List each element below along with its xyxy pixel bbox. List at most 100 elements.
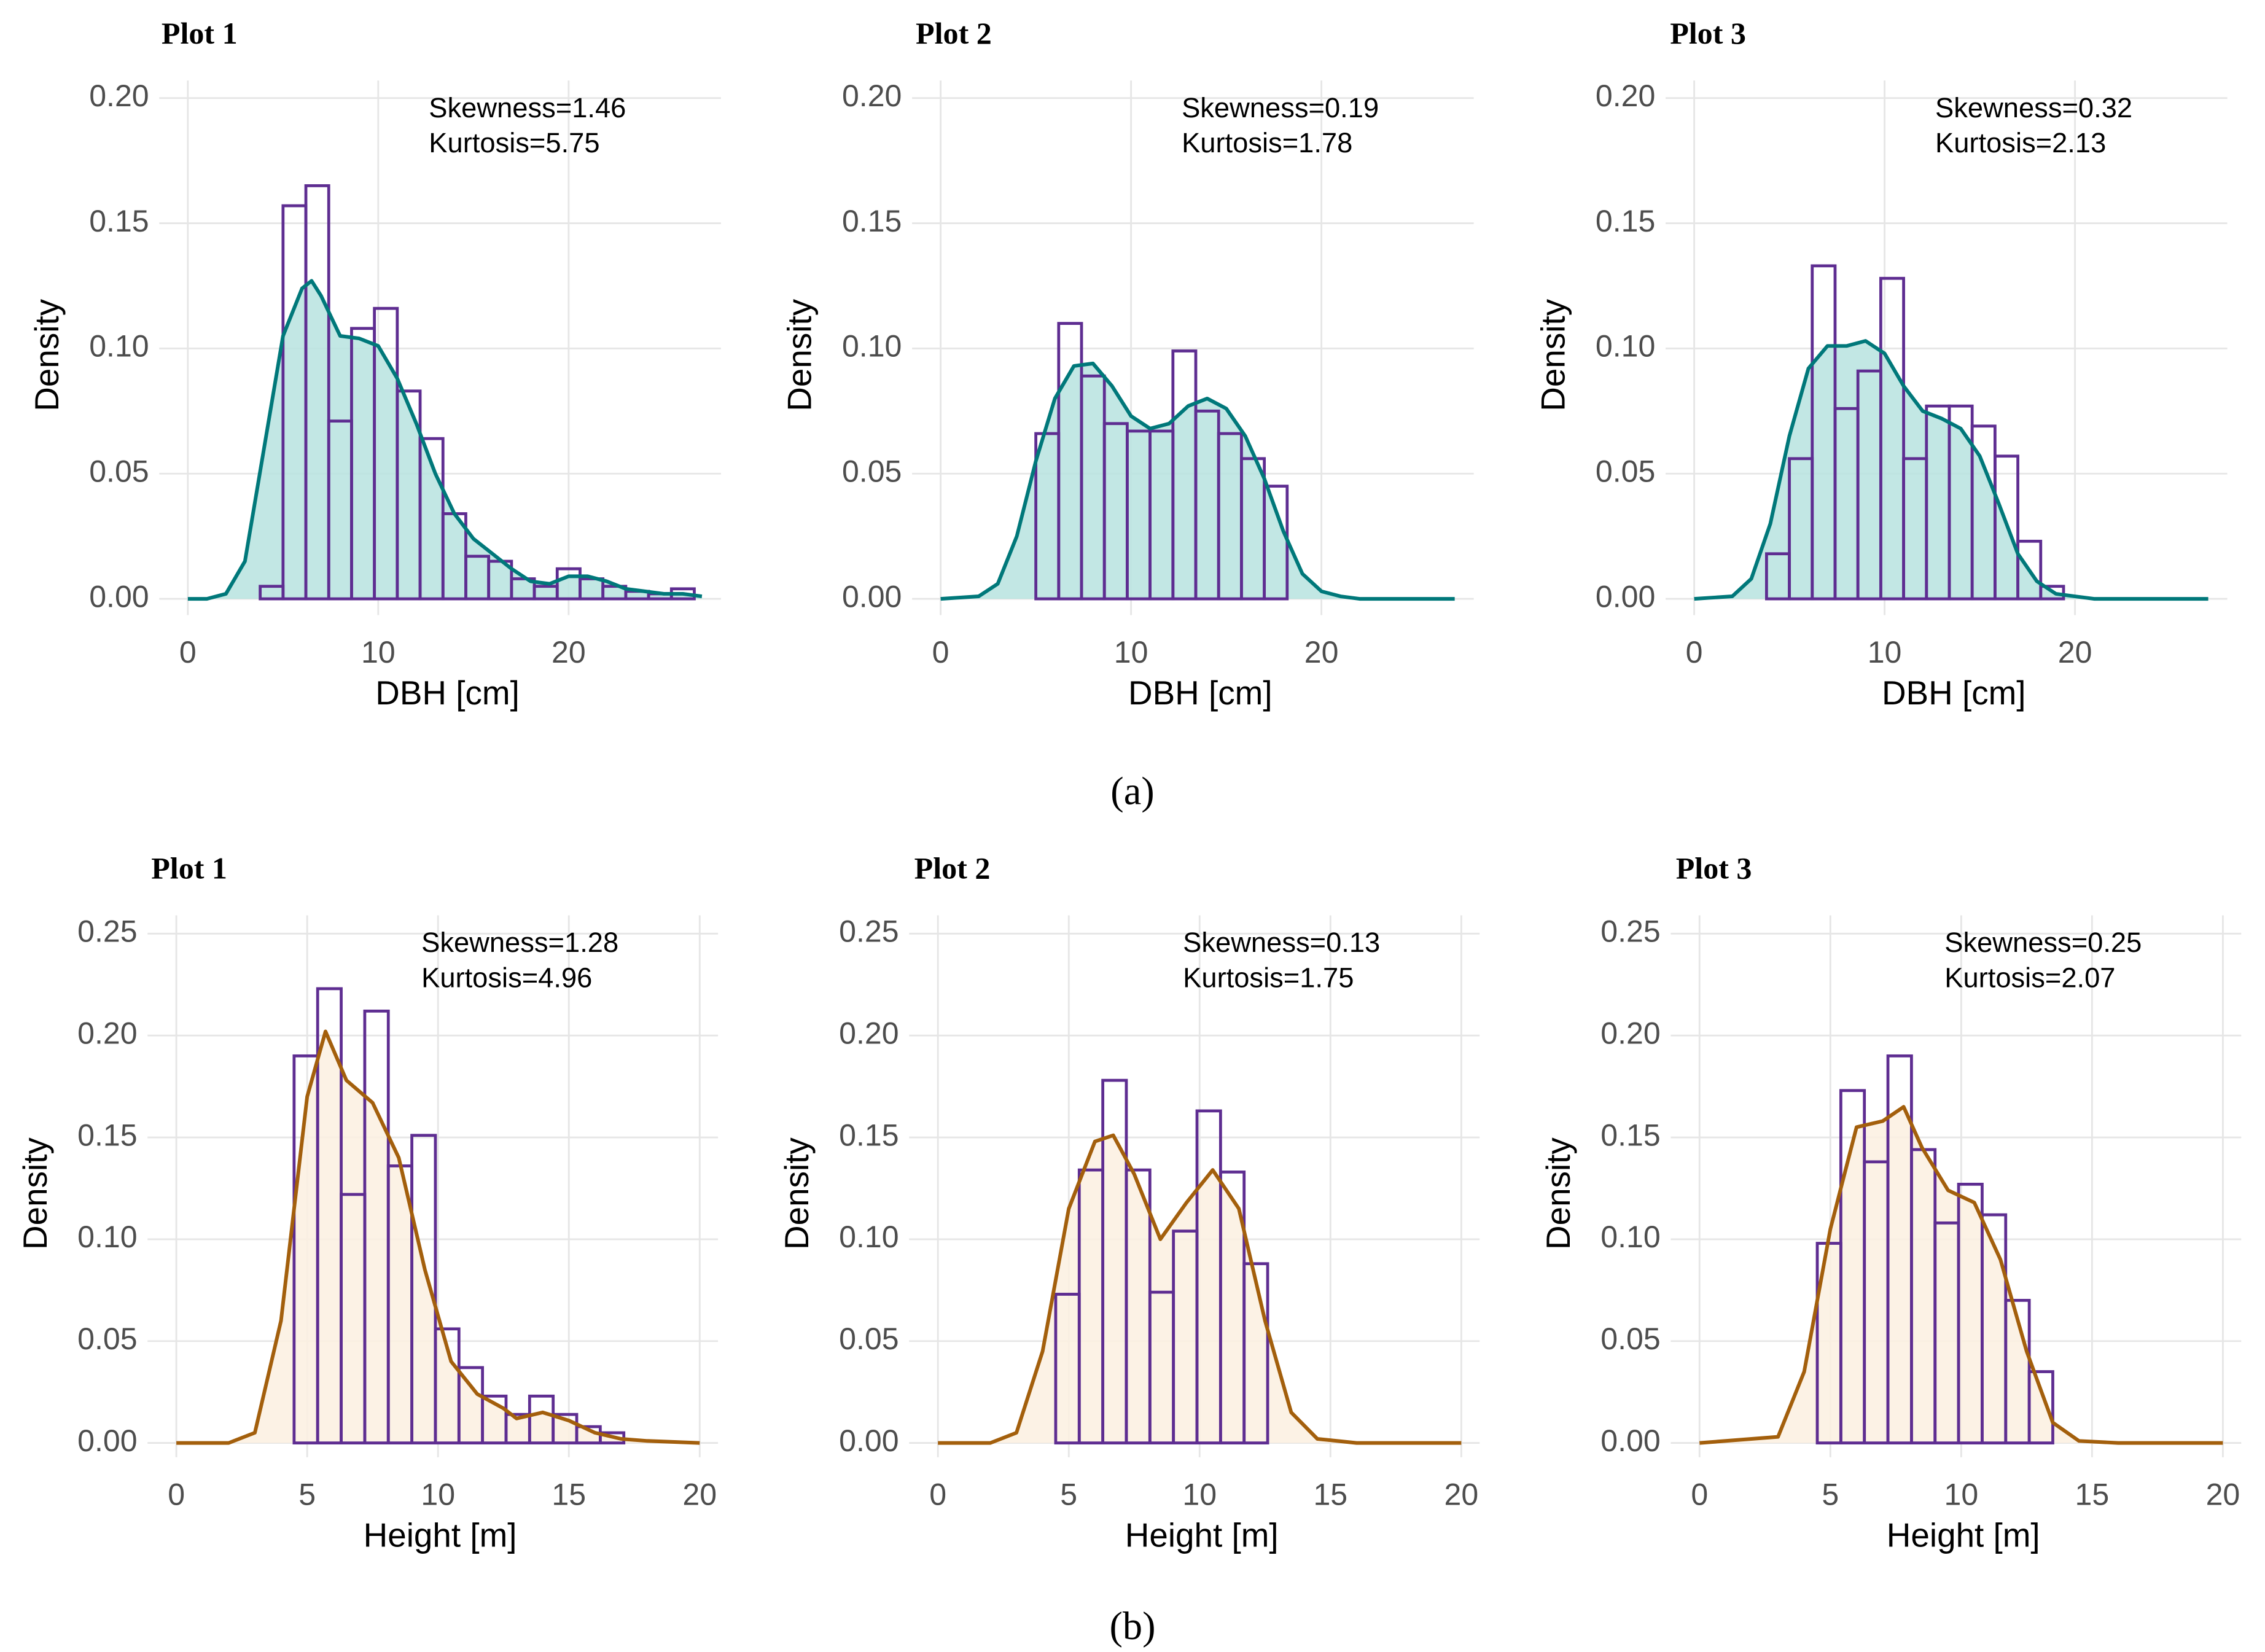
x-tick-label: 0 — [932, 635, 949, 669]
y-tick-label: 0.25 — [77, 914, 137, 949]
annotation: Kurtosis=2.13 — [1935, 127, 2106, 158]
x-tick-label: 10 — [1868, 635, 1902, 669]
panel: Plot 2 0.00 0.05 0.10 0.15 0.20 0.25 0 5 10 15 20 He… — [778, 851, 1480, 1554]
x-tick-label: 10 — [1944, 1477, 1979, 1511]
x-tick-label: 20 — [1304, 635, 1339, 669]
x-tick-label: 10 — [361, 635, 396, 669]
chart-title: Plot 2 — [914, 851, 991, 885]
x-tick-label: 15 — [2075, 1477, 2110, 1511]
y-tick-label: 0.10 — [1600, 1220, 1660, 1254]
chart-title: Plot 1 — [162, 16, 238, 50]
x-tick-label: 5 — [1060, 1477, 1077, 1511]
y-axis-label: Density — [781, 298, 819, 411]
panel: Plot 1 0.00 0.05 0.10 0.15 0.20 0.25 0 5 10 15 20 He… — [16, 851, 719, 1554]
y-tick-label: 0.15 — [839, 1118, 899, 1152]
x-tick-label: 0 — [168, 1477, 185, 1511]
y-tick-label: 0.20 — [1596, 79, 1655, 113]
panel-label: (b) — [1109, 1604, 1155, 1648]
x-tick-label: 15 — [552, 1477, 586, 1511]
x-tick-label: 20 — [552, 635, 586, 669]
x-tick-label: 10 — [1114, 635, 1148, 669]
density-line — [940, 361, 1455, 601]
annotation: Skewness=0.32 — [1935, 92, 2132, 123]
y-tick-label: 0.15 — [77, 1118, 137, 1152]
density-area — [940, 363, 1455, 599]
annotation: Kurtosis=1.75 — [1183, 962, 1354, 993]
x-tick-label: 5 — [1822, 1477, 1839, 1511]
density-area — [176, 1031, 700, 1443]
y-tick-label: 0.05 — [77, 1322, 137, 1356]
annotation: Kurtosis=1.78 — [1182, 127, 1352, 158]
x-tick-label: 0 — [1686, 635, 1703, 669]
histogram-bar — [2039, 585, 2065, 601]
density-line — [176, 1029, 700, 1445]
y-tick-label: 0.15 — [842, 204, 902, 238]
panel: Plot 2 0.00 0.05 0.10 0.15 0.20 0 10 20 DBH [cm] D… — [781, 16, 1474, 712]
x-tick-label: 20 — [682, 1477, 717, 1511]
y-tick-label: 0.10 — [77, 1220, 137, 1254]
x-tick-label: 20 — [2206, 1477, 2240, 1511]
density-line — [1699, 1105, 2223, 1445]
x-tick-label: 0 — [1691, 1477, 1708, 1511]
chart-title: Plot 3 — [1670, 16, 1746, 50]
histogram-bar — [1993, 454, 2019, 601]
y-tick-label: 0.20 — [77, 1016, 137, 1050]
panel-label: (a) — [1110, 770, 1154, 813]
y-tick-label: 0.00 — [1596, 579, 1655, 614]
x-tick-label: 20 — [1444, 1477, 1479, 1511]
density-line — [187, 279, 703, 601]
y-axis-label: Density — [28, 298, 66, 411]
y-tick-label: 0.05 — [1600, 1322, 1660, 1356]
density-area — [1699, 1107, 2223, 1443]
x-tick-label: 0 — [929, 1477, 946, 1511]
chart-title: Plot 2 — [916, 16, 992, 50]
y-tick-label: 0.10 — [839, 1220, 899, 1254]
panel: Plot 1 0.00 0.05 0.10 0.15 0.20 0 10 20 DBH [cm] D… — [28, 16, 721, 712]
annotation: Skewness=0.19 — [1182, 92, 1379, 123]
y-tick-label: 0.05 — [89, 454, 149, 488]
histogram-bar — [1242, 1262, 1269, 1444]
annotation: Skewness=1.46 — [429, 92, 626, 123]
y-tick-label: 0.00 — [89, 579, 149, 614]
annotation: Kurtosis=2.07 — [1944, 962, 2115, 993]
y-tick-label: 0.00 — [839, 1424, 899, 1458]
annotation: Skewness=0.13 — [1183, 927, 1380, 958]
x-axis-label: DBH [cm] — [375, 674, 520, 712]
y-tick-label: 0.25 — [839, 914, 899, 949]
annotation: Kurtosis=4.96 — [421, 962, 592, 993]
y-axis-label: Density — [1534, 298, 1572, 411]
histogram-bar — [2016, 539, 2043, 601]
density-area — [1694, 341, 2208, 599]
y-tick-label: 0.00 — [77, 1424, 137, 1458]
y-tick-label: 0.15 — [89, 204, 149, 238]
x-axis-label: DBH [cm] — [1128, 674, 1273, 712]
histogram-bar — [2027, 1370, 2054, 1444]
x-tick-label: 20 — [2058, 635, 2092, 669]
y-tick-label: 0.10 — [842, 329, 902, 364]
y-tick-label: 0.20 — [839, 1016, 899, 1050]
x-tick-label: 0 — [179, 635, 197, 669]
chart-title: Plot 1 — [151, 851, 227, 885]
y-tick-label: 0.20 — [842, 79, 902, 113]
density-line — [938, 1133, 1462, 1445]
y-tick-label: 0.00 — [1600, 1424, 1660, 1458]
y-axis-label: Density — [1539, 1137, 1577, 1250]
density-line — [1694, 339, 2208, 601]
x-axis-label: Height [m] — [1125, 1516, 1279, 1554]
y-tick-label: 0.05 — [842, 454, 902, 488]
y-tick-label: 0.00 — [842, 579, 902, 614]
panel: Plot 3 0.00 0.05 0.10 0.15 0.20 0.25 0 5 10 15 20 He… — [1539, 851, 2242, 1554]
annotation: Skewness=0.25 — [1944, 927, 2142, 958]
x-tick-label: 5 — [298, 1477, 316, 1511]
x-axis-label: Height [m] — [1887, 1516, 2040, 1554]
y-tick-label: 0.15 — [1596, 204, 1655, 238]
x-axis-label: DBH [cm] — [1882, 674, 2026, 712]
chart-title: Plot 3 — [1676, 851, 1752, 885]
x-tick-label: 10 — [1182, 1477, 1217, 1511]
density-area — [187, 281, 702, 599]
y-tick-label: 0.10 — [1596, 329, 1655, 364]
x-tick-label: 10 — [421, 1477, 455, 1511]
x-axis-label: Height [m] — [364, 1516, 517, 1554]
y-axis-label: Density — [16, 1137, 54, 1250]
